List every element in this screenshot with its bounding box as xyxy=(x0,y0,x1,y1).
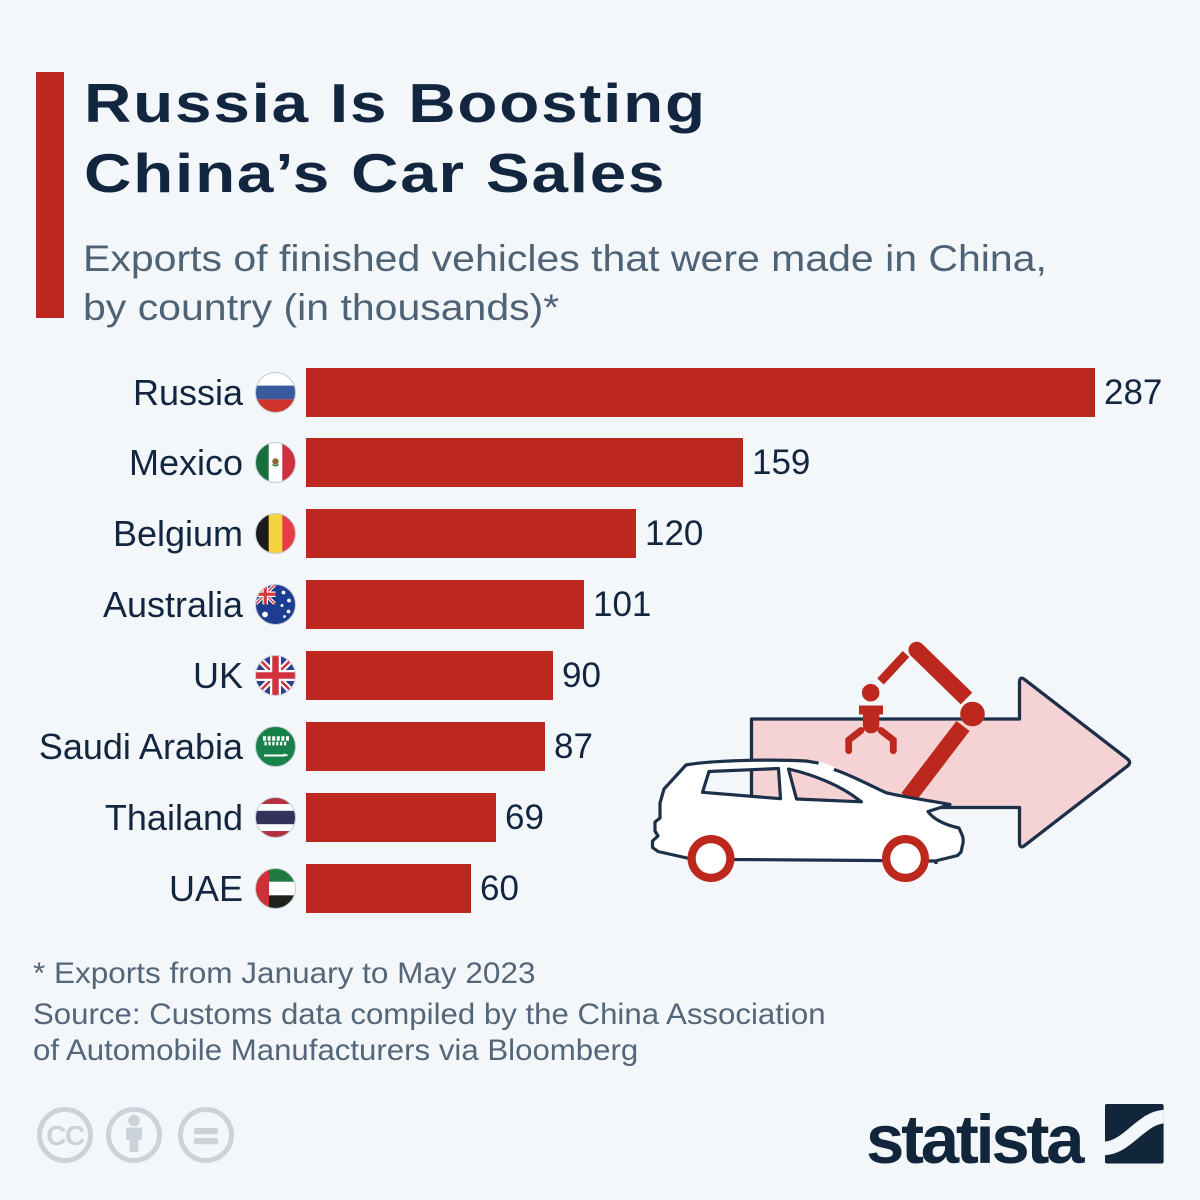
svg-text:CC: CC xyxy=(46,1120,85,1151)
